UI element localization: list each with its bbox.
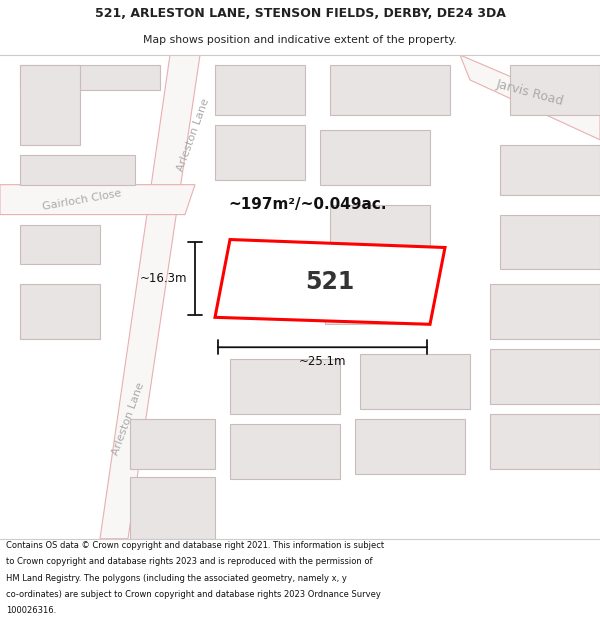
Text: ~197m²/~0.049ac.: ~197m²/~0.049ac. (228, 197, 386, 212)
Polygon shape (330, 65, 450, 115)
Polygon shape (490, 414, 600, 469)
Text: to Crown copyright and database rights 2023 and is reproduced with the permissio: to Crown copyright and database rights 2… (6, 558, 373, 566)
Polygon shape (130, 419, 215, 469)
Polygon shape (20, 65, 160, 90)
Polygon shape (20, 284, 100, 339)
Polygon shape (510, 65, 600, 115)
Polygon shape (230, 359, 340, 414)
Text: HM Land Registry. The polygons (including the associated geometry, namely x, y: HM Land Registry. The polygons (includin… (6, 574, 347, 582)
Polygon shape (100, 55, 200, 539)
Polygon shape (490, 349, 600, 404)
Polygon shape (490, 284, 600, 339)
Polygon shape (460, 55, 600, 140)
Polygon shape (20, 224, 100, 264)
Polygon shape (215, 65, 305, 115)
Polygon shape (215, 125, 305, 179)
Text: 100026316.: 100026316. (6, 606, 56, 615)
Text: Arleston Lane: Arleston Lane (110, 381, 146, 457)
Polygon shape (0, 184, 195, 214)
Polygon shape (500, 214, 600, 269)
Text: Jarvis Road: Jarvis Road (495, 78, 565, 108)
Polygon shape (320, 130, 430, 184)
Text: 521, ARLESTON LANE, STENSON FIELDS, DERBY, DE24 3DA: 521, ARLESTON LANE, STENSON FIELDS, DERB… (95, 8, 505, 20)
Text: Arleston Lane: Arleston Lane (175, 97, 211, 172)
Polygon shape (215, 239, 445, 324)
Polygon shape (130, 477, 215, 539)
Text: ~25.1m: ~25.1m (299, 355, 346, 367)
Polygon shape (20, 155, 135, 184)
Polygon shape (325, 274, 430, 324)
Text: co-ordinates) are subject to Crown copyright and database rights 2023 Ordnance S: co-ordinates) are subject to Crown copyr… (6, 590, 381, 599)
Text: Gairloch Close: Gairloch Close (41, 188, 122, 211)
Polygon shape (500, 145, 600, 194)
Text: Map shows position and indicative extent of the property.: Map shows position and indicative extent… (143, 34, 457, 44)
Polygon shape (355, 419, 465, 474)
Polygon shape (20, 65, 80, 145)
Text: 521: 521 (305, 270, 355, 294)
Polygon shape (230, 424, 340, 479)
Text: Contains OS data © Crown copyright and database right 2021. This information is : Contains OS data © Crown copyright and d… (6, 541, 384, 550)
Text: ~16.3m: ~16.3m (139, 272, 187, 285)
Polygon shape (330, 204, 430, 254)
Polygon shape (360, 354, 470, 409)
